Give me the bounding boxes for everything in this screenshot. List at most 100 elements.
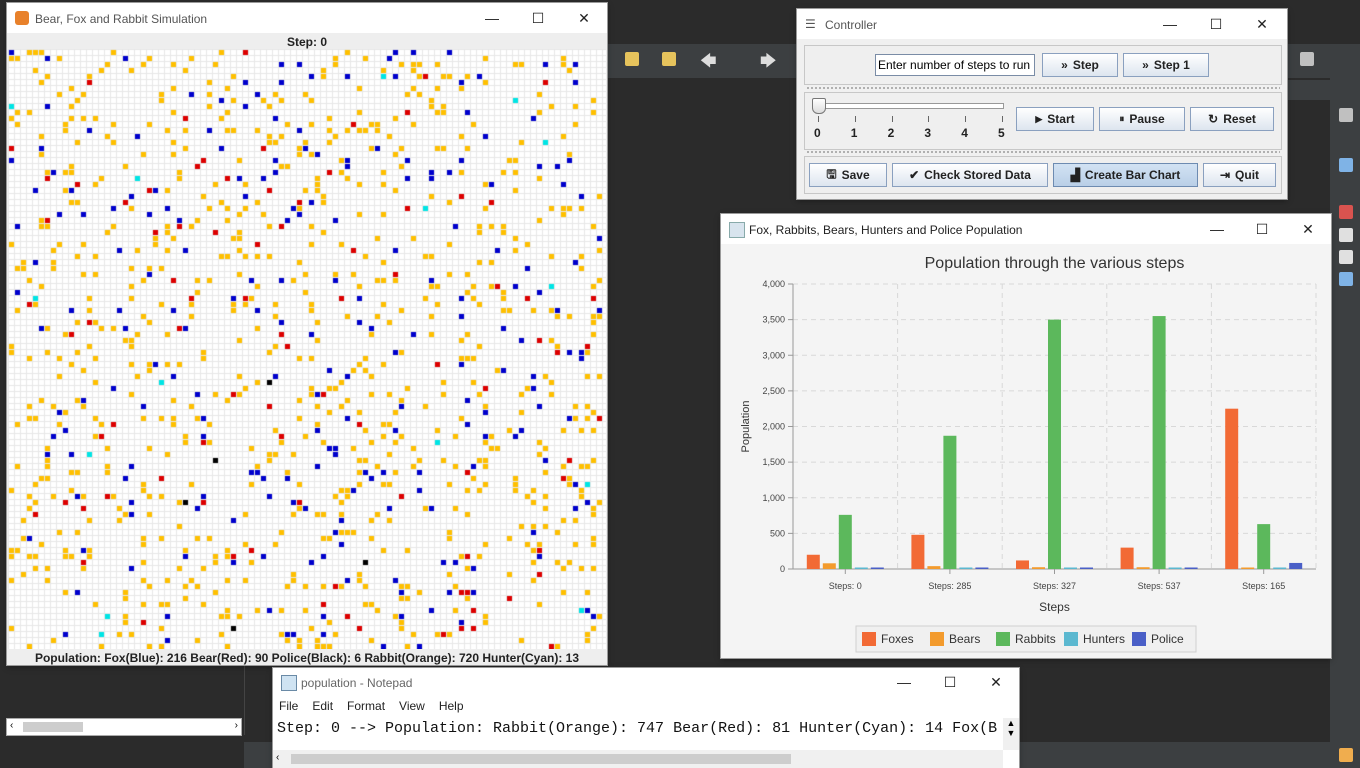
y-tick-label: 0 [780, 564, 785, 574]
save-button[interactable]: 🖫 Save [809, 163, 887, 187]
slider-tick-mark [965, 116, 967, 122]
chart-window: Fox, Rabbits, Bears, Hunters and Police … [721, 214, 1331, 658]
legend-label: Rabbits [1015, 632, 1056, 646]
bar-police [1289, 562, 1303, 569]
ide-sidebar-icon[interactable] [1339, 108, 1353, 122]
minimize-button[interactable]: — [1163, 16, 1177, 32]
ide-sidebar-icon[interactable] [1339, 205, 1353, 219]
create-bar-chart-button[interactable]: ▟ Create Bar Chart [1053, 163, 1198, 187]
slider-tick-label: 1 [850, 126, 858, 140]
bar-bears [822, 563, 836, 569]
chart-title: Population through the various steps [925, 255, 1185, 272]
horizontal-scrollbar[interactable]: ‹ [273, 750, 1003, 768]
x-tick-label: Steps: 0 [829, 581, 862, 591]
scroll-right-icon[interactable]: › [234, 720, 238, 731]
population-bar-chart: Population through the various steps 0 500… [740, 255, 1317, 653]
back-arrow-icon[interactable]: 🡄 [700, 53, 717, 70]
quit-button[interactable]: ⇥ Quit [1203, 163, 1276, 187]
java-window-icon [729, 222, 745, 238]
maximize-button[interactable]: ☐ [1255, 221, 1269, 237]
legend-swatch [930, 632, 944, 646]
bar-police [1080, 567, 1093, 569]
bar-rabbits [1152, 316, 1166, 569]
slider-tick-mark [928, 116, 930, 122]
scroll-left-icon[interactable]: ‹ [10, 720, 14, 731]
y-tick-label: 1,000 [762, 493, 785, 503]
x-tick-label: Steps: 537 [1138, 581, 1181, 591]
close-button[interactable]: ✕ [1256, 16, 1268, 32]
ide-horizontal-scrollbar[interactable]: ‹ › [6, 718, 242, 736]
bar-rabbits [1257, 524, 1271, 569]
slider-tick-mark [818, 116, 819, 122]
reset-button[interactable]: ↻ Reset [1190, 107, 1274, 131]
step-button[interactable]: » Step [1042, 53, 1118, 77]
close-button[interactable]: ✕ [990, 674, 1002, 690]
ide-toolbar-icon[interactable] [1300, 52, 1314, 66]
pause-icon: ⏸ [1119, 113, 1125, 125]
legend-swatch [1064, 632, 1078, 646]
close-button[interactable]: ✕ [1302, 221, 1314, 237]
bar-hunters [1168, 567, 1182, 569]
slider-tick-label: 5 [998, 126, 1005, 140]
notepad-menu-bar: File Edit Format View Help [279, 699, 464, 713]
slider-tick-mark [891, 116, 893, 122]
menu-view[interactable]: View [399, 699, 425, 713]
menu-file[interactable]: File [279, 699, 299, 713]
notepad-content: Step: 0 --> Population: Rabbit(Orange): … [277, 720, 998, 737]
notepad-icon [281, 675, 297, 691]
slider-tick-mark [1002, 116, 1003, 122]
ide-sidebar-icon[interactable] [1339, 250, 1353, 264]
start-button[interactable]: ▶ Start [1016, 107, 1094, 131]
controller-titlebar: ☰ Controller — ☐ ✕ [797, 9, 1287, 39]
ide-sidebar-icon[interactable] [1339, 158, 1353, 172]
minimize-button[interactable]: — [1210, 221, 1224, 237]
bar-bears [1241, 567, 1255, 569]
close-button[interactable]: ✕ [578, 10, 590, 26]
scroll-left-icon[interactable]: ‹ [276, 752, 280, 763]
maximize-button[interactable]: ☐ [531, 10, 545, 26]
ide-sidebar-icon[interactable] [1339, 272, 1353, 286]
pause-button[interactable]: ⏸ Pause [1099, 107, 1185, 131]
notepad-window: population - Notepad — ☐ ✕ File Edit Forma… [273, 668, 1019, 768]
check-stored-data-button[interactable]: ✔ Check Stored Data [892, 163, 1048, 187]
minimize-button[interactable]: — [897, 674, 911, 690]
scrollbar-thumb[interactable] [291, 754, 791, 764]
slider-thumb[interactable] [812, 98, 826, 114]
maximize-button[interactable]: ☐ [1209, 16, 1223, 32]
legend-swatch [862, 632, 876, 646]
steps-input[interactable] [875, 54, 1035, 76]
menu-edit[interactable]: Edit [312, 699, 334, 713]
bar-foxes [806, 554, 820, 569]
bar-foxes [1225, 408, 1239, 569]
vertical-scrollbar[interactable]: ▲ ▼ [1003, 718, 1019, 750]
bar-bears [1032, 567, 1045, 569]
ide-sidebar-icon[interactable] [1339, 748, 1353, 762]
ide-toolbar-icon[interactable] [662, 52, 676, 66]
bar-hunters [1273, 567, 1287, 569]
scrollbar-thumb[interactable] [23, 722, 83, 732]
speed-slider[interactable]: 0 1 2 3 4 5 [812, 96, 1008, 140]
double-chevron-icon: » [1061, 58, 1068, 72]
scroll-down-icon[interactable]: ▼ [1006, 728, 1016, 738]
forward-arrow-icon[interactable]: 🡆 [760, 53, 777, 70]
bar-foxes [1120, 547, 1134, 569]
step-1-button[interactable]: » Step 1 [1123, 53, 1209, 77]
menu-format[interactable]: Format [347, 699, 386, 713]
play-icon: ▶ [1035, 113, 1043, 124]
window-title: population - Notepad [301, 676, 413, 690]
checkmark-icon: ✔ [909, 168, 920, 182]
notepad-text-area[interactable]: Step: 0 --> Population: Rabbit(Orange): … [273, 718, 1001, 746]
menu-help[interactable]: Help [438, 699, 464, 713]
ide-toolbar-icon[interactable] [625, 52, 639, 66]
step-label: Step: 0 [286, 35, 327, 49]
scroll-up-icon[interactable]: ▲ [1006, 718, 1016, 728]
window-title: Controller [825, 18, 878, 32]
ide-sidebar-icon[interactable] [1339, 228, 1353, 242]
slider-tick-label: 3 [924, 126, 932, 140]
population-status: Population: Fox(Blue): 216 Bear(Red): 90… [34, 651, 580, 665]
y-axis-label: Population [740, 401, 752, 453]
minimize-button[interactable]: — [485, 10, 499, 26]
legend-label: Hunters [1083, 632, 1125, 646]
x-tick-label: Steps: 327 [1033, 581, 1076, 591]
maximize-button[interactable]: ☐ [943, 674, 957, 690]
